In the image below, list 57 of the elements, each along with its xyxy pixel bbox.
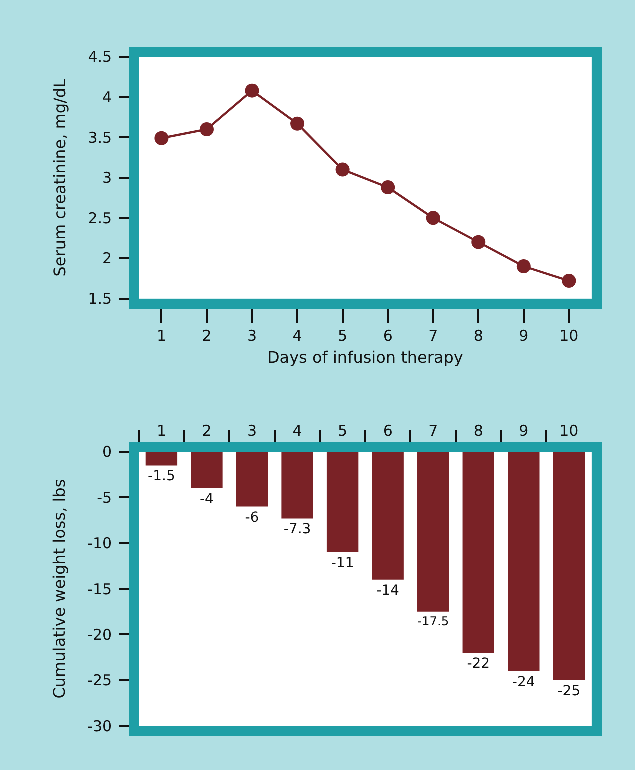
x-tick-label: 9 [519, 326, 529, 345]
y-tick-label: 4 [102, 88, 112, 107]
y-tick-label: -10 [88, 534, 112, 553]
y-tick-label: 1.5 [88, 290, 112, 308]
x-tick-label: 4 [292, 422, 302, 440]
x-tick-label: 10 [560, 422, 579, 440]
y-tick-label: -30 [88, 717, 112, 736]
x-tick-label: 5 [338, 326, 348, 345]
point [154, 131, 169, 146]
point [472, 235, 486, 250]
y-tick-label: 2.5 [88, 209, 112, 228]
data-label: -25 [558, 683, 581, 700]
data-label: -1.5 [148, 468, 176, 485]
y-tick-label: -5 [97, 488, 112, 507]
y-tick-label: -25 [88, 672, 112, 690]
x-tick-label: 2 [202, 422, 212, 440]
point [290, 116, 305, 131]
data-label: -14 [376, 582, 400, 599]
point [516, 260, 531, 274]
x-tick-label: 6 [383, 422, 393, 440]
data-label: -22 [467, 656, 490, 672]
x-tick-label: 1 [156, 422, 166, 440]
y-tick-label: 2 [102, 250, 112, 268]
data-label: -4 [200, 492, 214, 508]
x-tick-label: 7 [428, 422, 438, 440]
point [245, 84, 260, 98]
data-label: -17.5 [418, 614, 450, 628]
x-tick-label: 8 [474, 422, 484, 440]
x-tick-label: 8 [474, 326, 484, 345]
y-axis-title: Cumulative weight loss, lbs [50, 479, 69, 699]
y-tick-label: -20 [88, 626, 112, 644]
x-axis-title: Days of infusion therapy [267, 348, 464, 367]
point [381, 180, 396, 195]
x-tick-label: 3 [247, 326, 258, 345]
point [200, 122, 214, 137]
x-tick-label: 7 [428, 326, 438, 345]
x-tick-label: 1 [156, 326, 166, 345]
x-tick-label: 5 [338, 422, 348, 440]
y-tick-label: 3 [102, 169, 112, 188]
x-tick-label: 9 [519, 422, 529, 440]
y-tick-label: 3.5 [88, 128, 112, 147]
data-label: -11 [331, 556, 354, 572]
y-tick-label: 0 [102, 443, 112, 462]
x-tick-label: 4 [292, 326, 302, 345]
point [562, 274, 576, 288]
y-axis-title: Serum creatinine, mg/dL [50, 78, 70, 277]
y-tick-label: 4.5 [88, 48, 112, 66]
data-label: -6 [245, 510, 260, 526]
x-tick-label: 10 [560, 326, 579, 345]
x-tick-label: 3 [247, 422, 258, 440]
x-tick-label: 6 [383, 326, 393, 345]
point [426, 211, 440, 226]
y-tick-label: -15 [88, 580, 112, 598]
x-tick-label: 2 [202, 326, 212, 345]
point [336, 162, 350, 177]
data-label: -7.3 [284, 522, 312, 538]
data-label: -24 [512, 674, 536, 690]
